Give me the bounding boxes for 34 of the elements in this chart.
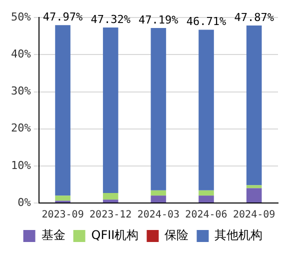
bar — [198, 190, 214, 196]
bar — [246, 185, 262, 188]
x-tick-label: 2023-09 — [42, 210, 84, 221]
legend-label: 其他机构 — [214, 228, 263, 242]
bar — [55, 25, 70, 196]
bar — [246, 26, 262, 186]
total-label: 47.97% — [42, 10, 84, 24]
y-tick-label: 10% — [10, 158, 32, 172]
total-label: 46.71% — [186, 15, 226, 28]
legend-label: 基金 — [41, 228, 66, 242]
x-tick-label: 2024-03 — [137, 210, 180, 221]
y-tick-label: 40% — [10, 48, 32, 61]
x-tick-label: 2024-09 — [233, 210, 276, 221]
legend-label: QFII机构 — [91, 228, 139, 242]
bar — [246, 188, 262, 202]
x-tick-label: 2024-06 — [185, 210, 228, 221]
bar — [198, 196, 214, 202]
total-label: 47.87% — [234, 10, 274, 24]
y-tick-label: 30% — [10, 84, 32, 98]
bar — [150, 28, 166, 190]
bar — [102, 200, 118, 202]
y-tick-label: 20% — [10, 122, 32, 135]
total-label: 47.32% — [90, 12, 131, 26]
bar — [102, 28, 118, 193]
y-tick-label: 0% — [18, 196, 32, 209]
bar — [55, 196, 70, 201]
x-tick-label: 2023-12 — [90, 210, 132, 221]
legend-label: 保险 — [164, 228, 189, 242]
bar — [198, 30, 214, 190]
y-tick-label: 50% — [10, 10, 32, 24]
bar — [150, 190, 166, 196]
bar — [102, 192, 118, 200]
total-label: 47.19% — [138, 13, 179, 26]
bar — [150, 196, 166, 202]
